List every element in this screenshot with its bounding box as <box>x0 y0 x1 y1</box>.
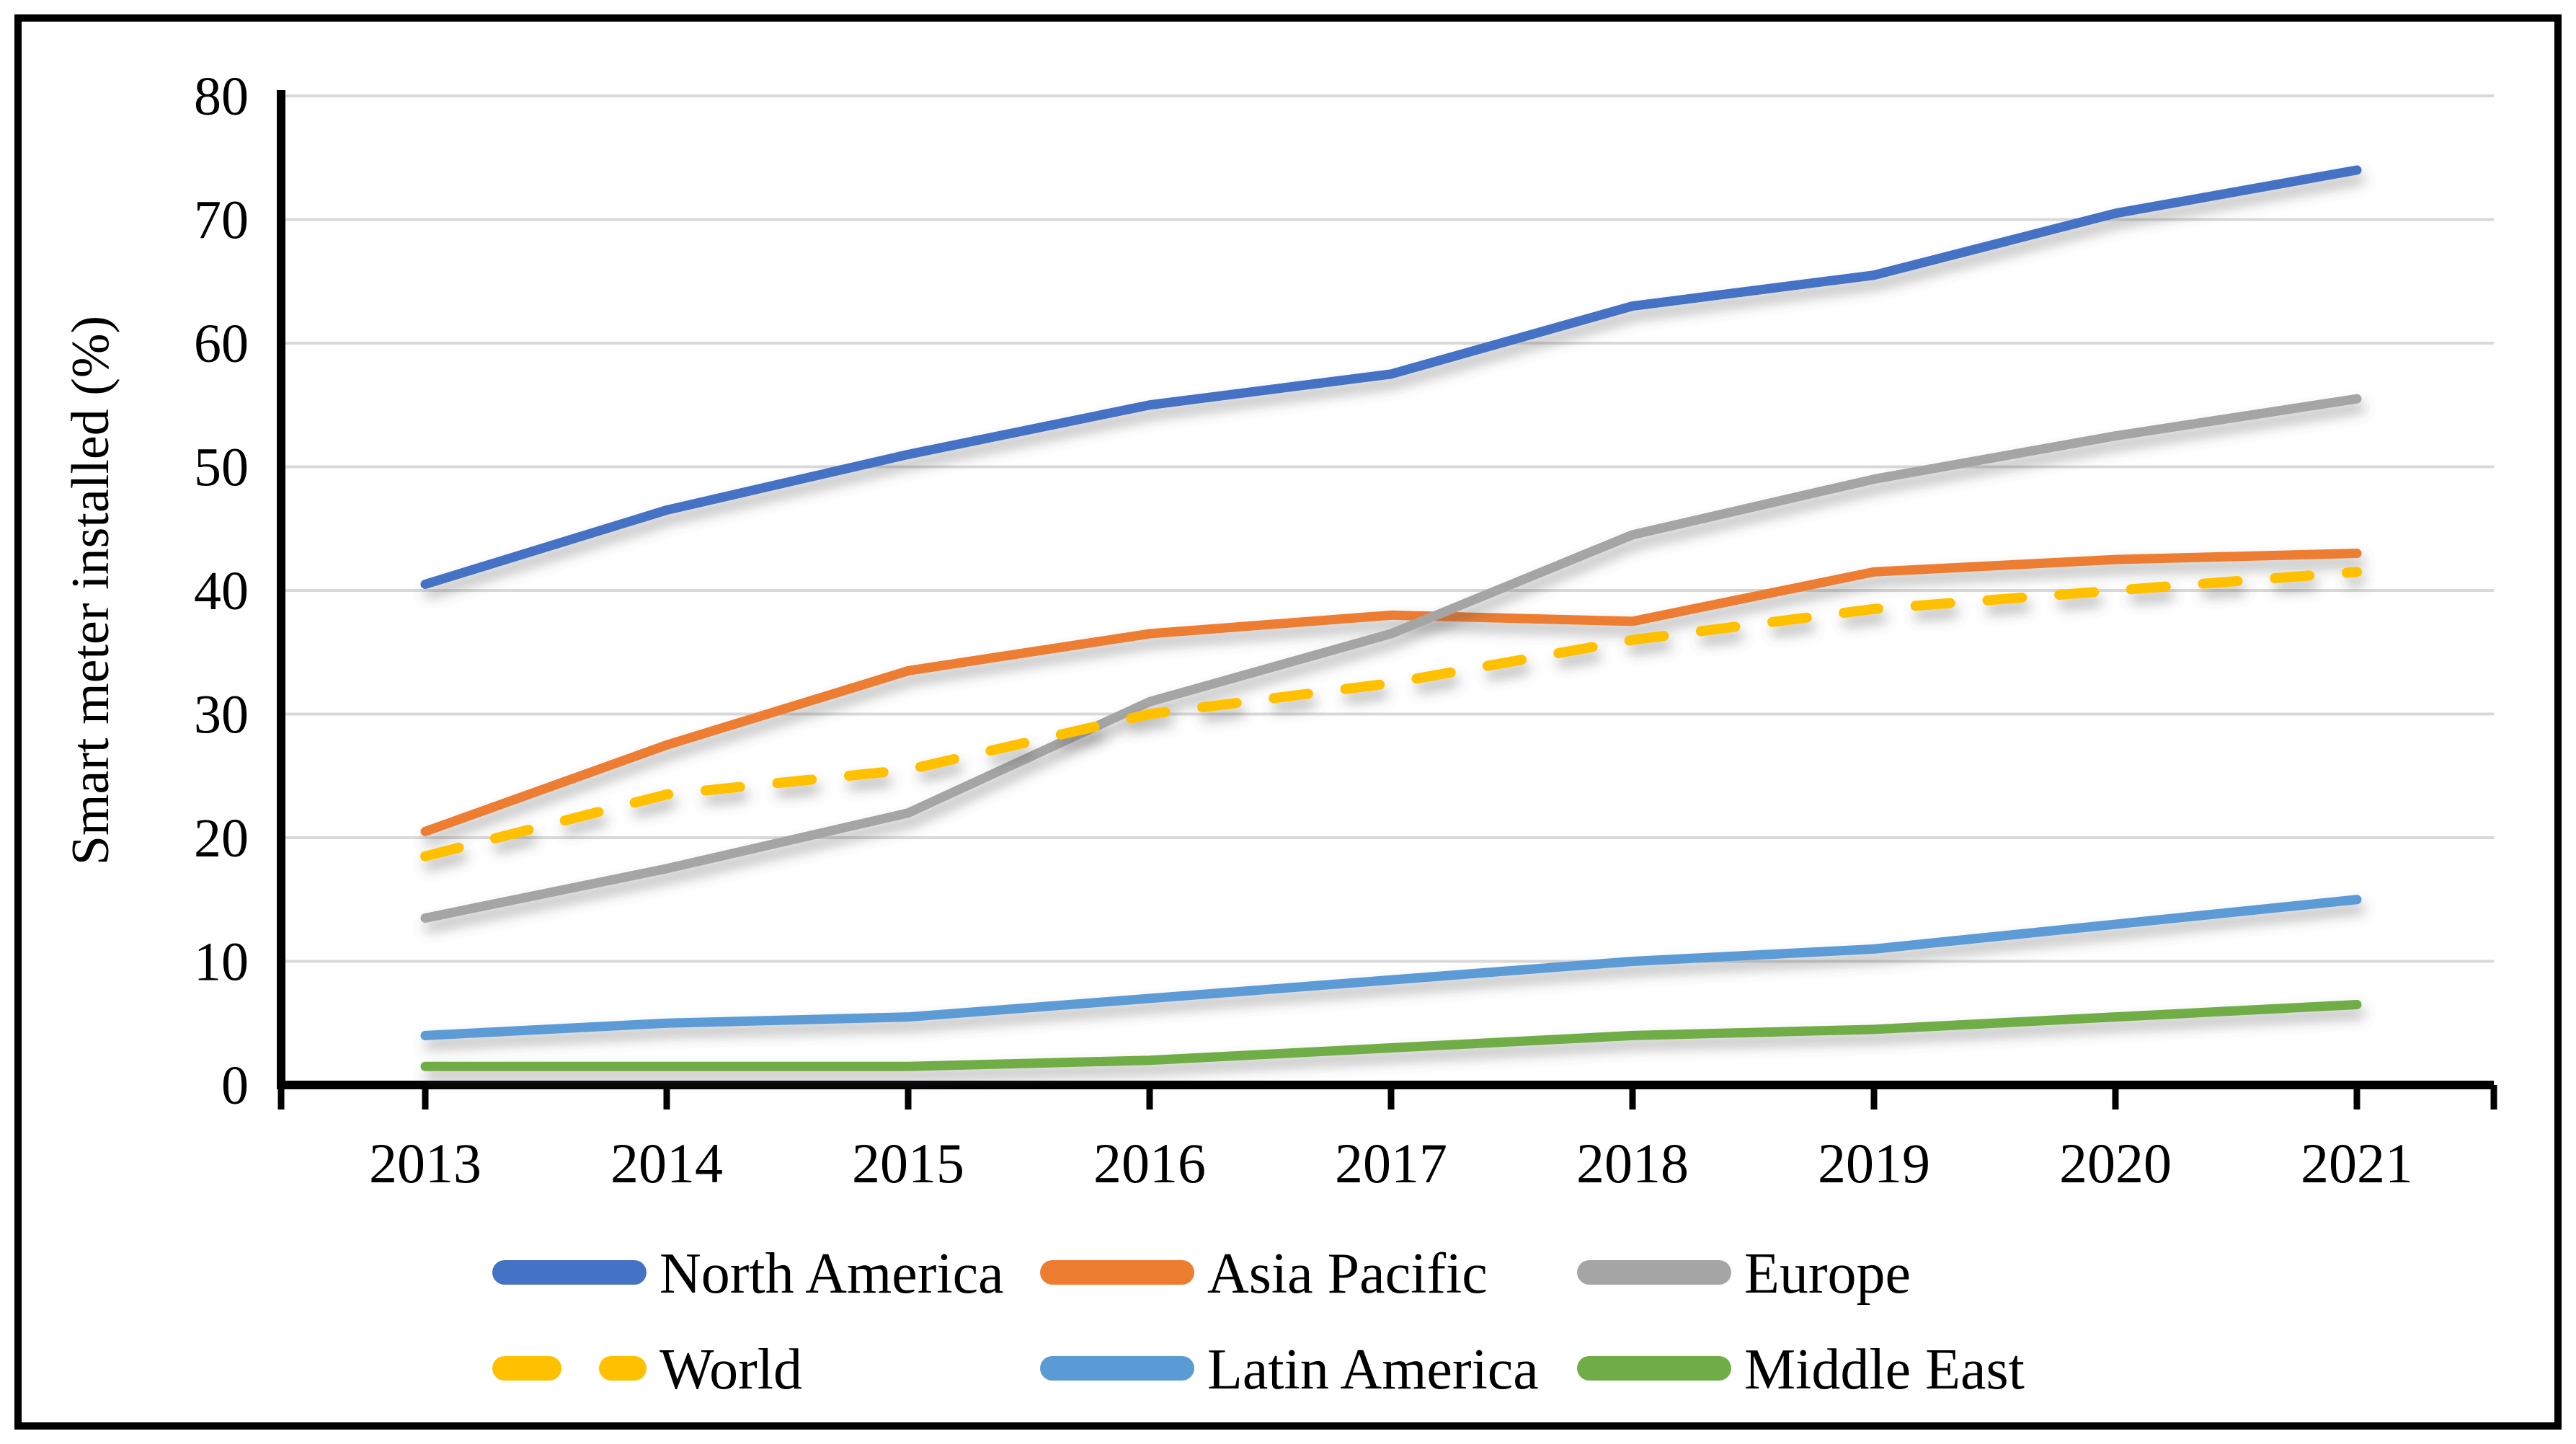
legend-item-europe[interactable]: Europe <box>1577 1242 1911 1306</box>
legend-item-latin-america[interactable]: Latin America <box>1040 1338 1539 1401</box>
x-tick-label-2017: 2017 <box>1335 1132 1447 1195</box>
y-tick-label-0: 0 <box>221 1055 249 1116</box>
line-europe <box>420 394 2362 923</box>
x-tick-label-2014: 2014 <box>610 1132 723 1195</box>
legend-label-middle-east: Middle East <box>1744 1338 2025 1401</box>
legend-label-europe: Europe <box>1744 1242 1911 1306</box>
x-tick-label-2019: 2019 <box>1818 1132 1930 1195</box>
y-tick-label-10: 10 <box>194 932 249 993</box>
x-tick-label-2020: 2020 <box>2059 1132 2172 1195</box>
y-tick-label-40: 40 <box>194 561 249 621</box>
legend-label-latin-america: Latin America <box>1207 1338 1539 1401</box>
x-tick-label-2021: 2021 <box>2301 1132 2413 1195</box>
y-tick-label-20: 20 <box>194 808 249 869</box>
y-tick-label-50: 50 <box>194 438 249 498</box>
y-axis-title: Smart meter installed (%) <box>61 316 120 865</box>
line-middle-east <box>420 1000 2362 1071</box>
y-tick-label-70: 70 <box>194 190 249 251</box>
x-tick-label-2013: 2013 <box>369 1132 481 1195</box>
legend-item-middle-east[interactable]: Middle East <box>1577 1338 2025 1401</box>
y-tick-label-30: 30 <box>194 685 249 745</box>
legend-item-asia-pacific[interactable]: Asia Pacific <box>1040 1242 1488 1306</box>
legend-label-world: World <box>659 1338 802 1401</box>
x-tick-label-2018: 2018 <box>1576 1132 1689 1195</box>
figure-border <box>14 14 2562 1430</box>
legend-item-north-america[interactable]: North America <box>492 1242 1004 1306</box>
y-tick-label-80: 80 <box>194 66 249 127</box>
legend-label-asia-pacific: Asia Pacific <box>1207 1242 1488 1306</box>
line-north-america <box>420 165 2362 589</box>
line-latin-america <box>420 895 2362 1040</box>
legend-label-north-america: North America <box>659 1242 1004 1306</box>
x-tick-label-2016: 2016 <box>1093 1132 1206 1195</box>
y-tick-label-60: 60 <box>194 314 249 374</box>
legend-item-world[interactable]: World <box>492 1338 802 1401</box>
x-tick-label-2015: 2015 <box>852 1132 964 1195</box>
line-asia-pacific <box>420 549 2362 836</box>
